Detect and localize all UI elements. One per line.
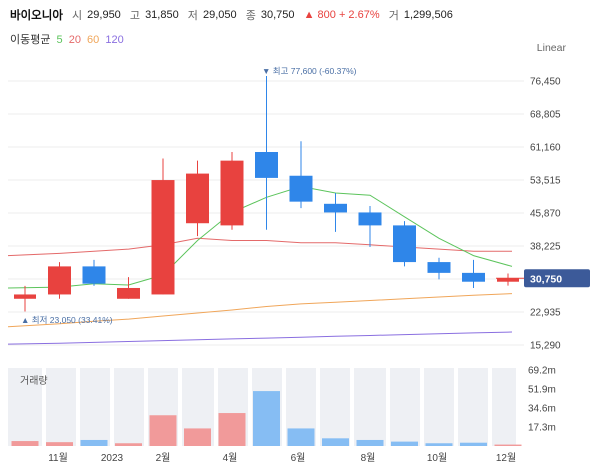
candle-down — [393, 225, 416, 263]
price-tick-label: 15,290 — [530, 341, 561, 352]
price-tick-label: 68,805 — [530, 110, 561, 121]
volume-band — [390, 368, 420, 446]
low-value: 29,050 — [202, 9, 237, 21]
volume-band — [46, 368, 76, 446]
volume-bar — [425, 443, 453, 446]
open-value: 29,950 — [87, 9, 121, 21]
ma20-legend: 20 — [68, 34, 81, 46]
candle-down — [324, 203, 347, 213]
ma5-legend: 5 — [56, 34, 63, 46]
ma20-line — [7, 237, 512, 257]
volume-band — [80, 368, 110, 446]
candle-up — [220, 160, 244, 226]
candle-down — [462, 272, 485, 282]
volume-band — [354, 368, 386, 446]
volume-bar — [46, 442, 73, 446]
candle-up — [14, 294, 36, 299]
candle-up — [48, 266, 71, 295]
last-price-badge — [524, 269, 590, 288]
volume-bar — [391, 441, 418, 446]
volume-bar — [218, 413, 246, 446]
price-tick-label: 22,935 — [530, 308, 561, 319]
volume-tick-label: 34.6m — [528, 404, 556, 415]
x-axis-label: 8월 — [361, 452, 376, 464]
volume-bar — [253, 391, 280, 446]
close-value: 30,750 — [260, 9, 295, 21]
max-price-note: ▼ 최고 77,600 (-60.37%) — [262, 66, 357, 76]
volume-bar — [494, 444, 522, 446]
x-axis-label: 10월 — [427, 452, 447, 464]
scale-mode-toggle[interactable]: Linear — [536, 42, 566, 54]
ma60-legend: 60 — [87, 34, 100, 46]
volume-band — [114, 368, 144, 446]
volume-tick-label: 69.2m — [528, 366, 556, 377]
ma120-line — [7, 331, 513, 345]
candle-down — [358, 212, 382, 226]
candle-down — [82, 266, 106, 284]
candle-up — [151, 180, 175, 295]
candle-up — [497, 278, 519, 282]
candle-down — [289, 175, 313, 202]
volume-bar — [80, 439, 108, 446]
volume-band — [424, 368, 454, 446]
volume-label: 거 — [388, 10, 399, 22]
x-axis-label: 2023 — [101, 453, 124, 464]
candle-up — [186, 173, 209, 224]
price-tick-label: 76,450 — [530, 77, 561, 88]
volume-tick-label: 17.3m — [528, 423, 556, 434]
x-axis-label: 12월 — [496, 452, 516, 464]
price-tick-label: 61,160 — [530, 143, 561, 154]
volume-tick-label: 51.9m — [528, 385, 556, 396]
x-axis-label: 4월 — [223, 452, 238, 464]
price-tick-label: 45,870 — [530, 209, 561, 220]
price-tick-label: 38,225 — [530, 242, 561, 253]
ma120-legend: 120 — [105, 34, 124, 46]
high-label: 고 — [129, 10, 140, 22]
change-value: ▲ 800 + 2.67% — [303, 9, 380, 21]
last-price-label: 30,750 — [530, 273, 562, 285]
volume-band — [458, 368, 488, 446]
volume-bar — [115, 443, 142, 446]
moving-average-legend[interactable]: 이동평균 5 20 60 120 — [10, 31, 127, 47]
x-axis-label: 6월 — [291, 452, 306, 464]
candle-down — [427, 262, 451, 273]
ma60-line — [7, 293, 513, 328]
close-label: 종 — [245, 10, 256, 22]
volume-bar — [184, 428, 211, 446]
volume-bar — [356, 439, 384, 446]
high-value: 31,850 — [145, 9, 179, 21]
low-label: 저 — [187, 10, 198, 22]
open-label: 시 — [71, 10, 83, 22]
volume-bar — [322, 438, 349, 446]
volume-panel-title: 거래량 — [20, 375, 48, 387]
volume-value: 1,299,506 — [403, 9, 453, 21]
x-axis-label: 11월 — [48, 452, 68, 464]
volume-bar — [149, 415, 177, 446]
volume-band — [320, 368, 350, 446]
min-price-note: ▲ 최저 23,050 (33.41%) — [21, 315, 113, 325]
x-axis-label: 2월 — [156, 452, 171, 464]
stock-name: 바이오니아 — [10, 10, 63, 22]
candle-up — [117, 287, 140, 299]
ma-legend-label: 이동평균 — [10, 34, 51, 46]
quote-header: 바이오니아 시 29,950 고 31,850 저 29,050 종 30,75… — [10, 7, 459, 23]
volume-bar — [460, 442, 487, 446]
volume-bar — [11, 441, 39, 446]
price-tick-label: 53,515 — [530, 176, 561, 187]
volume-bar — [287, 428, 315, 446]
volume-band — [492, 368, 516, 446]
candle-down — [255, 152, 278, 178]
volume-band — [8, 368, 42, 446]
